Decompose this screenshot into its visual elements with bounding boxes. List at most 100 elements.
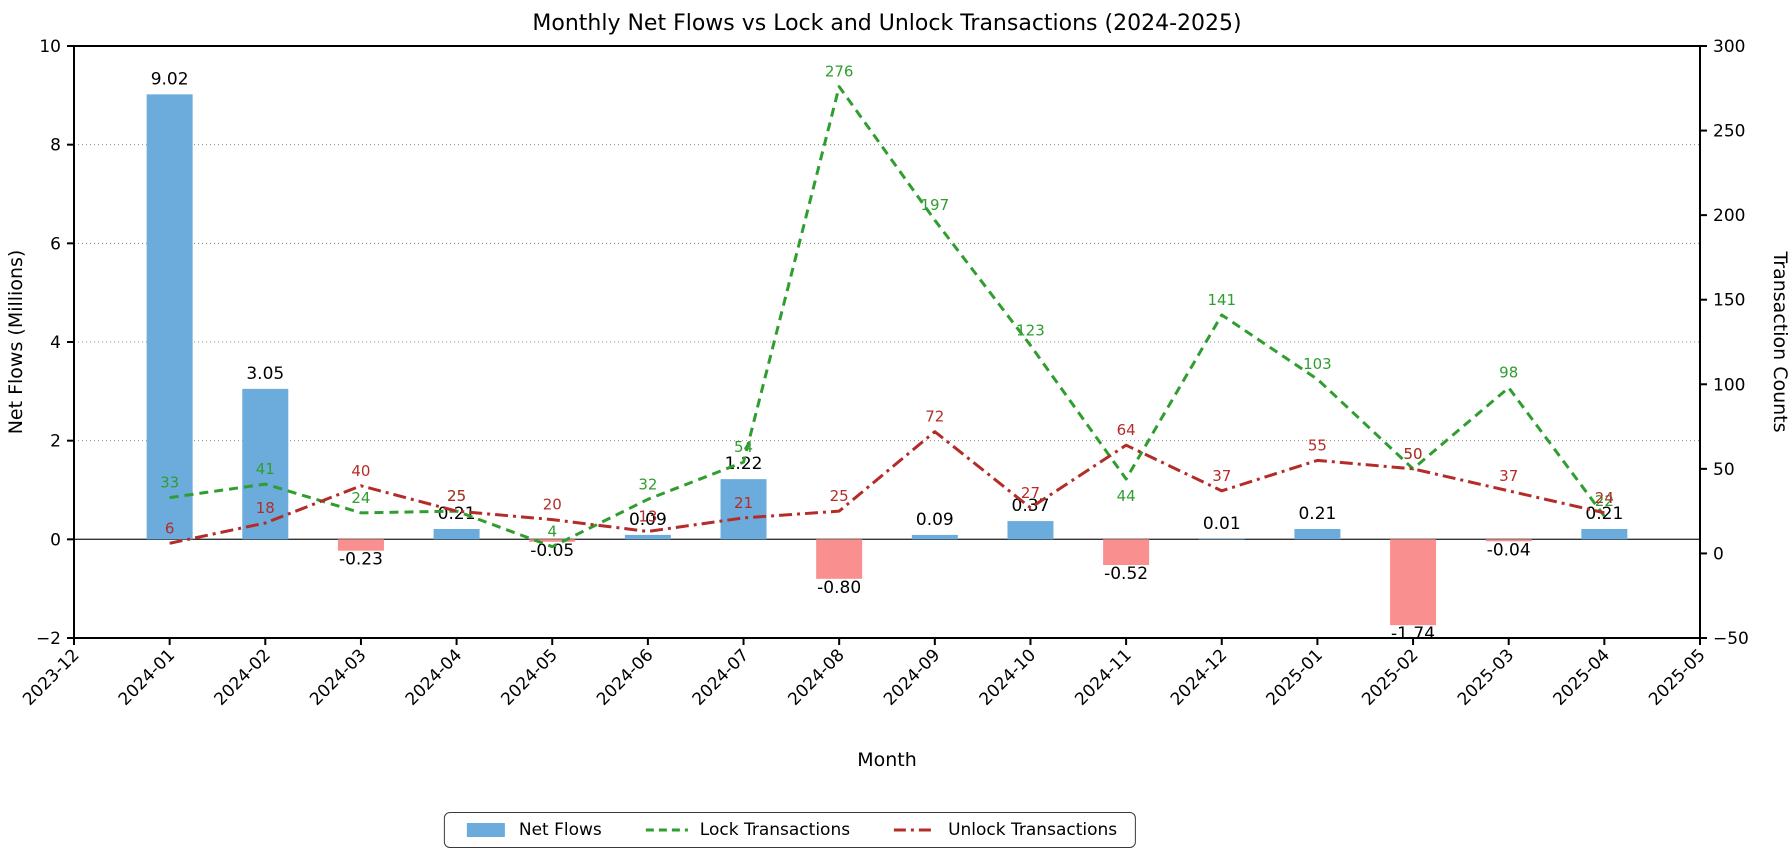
x-tick-label-2024-12: 2024-12 [1167, 645, 1231, 709]
bar-label-2024-06: 0.09 [629, 510, 667, 530]
y-right-tick-label-150: 150 [1713, 291, 1745, 311]
legend-label: Net Flows [518, 820, 602, 840]
y-right-axis-label: Transaction Counts [1769, 250, 1790, 432]
lock-label-2024-08: 276 [825, 63, 854, 81]
unlock-label-2024-07: 21 [734, 494, 753, 512]
bar-2024-01 [146, 94, 193, 540]
x-tick-label-2025-01: 2025-01 [1263, 645, 1327, 709]
unlock-label-2025-03: 37 [1499, 467, 1518, 485]
x-tick-label-2024-08: 2024-08 [784, 645, 848, 709]
bar-2025-03 [1485, 539, 1532, 542]
legend-item-0: Net Flows [463, 820, 602, 840]
legend-bar-swatch [466, 823, 505, 837]
lock-label-2024-03: 24 [351, 489, 370, 507]
x-tick-label-2023-12: 2023-12 [19, 645, 83, 709]
bar-label-2024-09: 0.09 [916, 510, 954, 530]
y-right-tick-label--50: −50 [1713, 629, 1749, 649]
unlock-label-2024-06: 13 [638, 507, 657, 525]
y-left-tick-label-2: 2 [50, 432, 61, 452]
x-tick-label-2025-02: 2025-02 [1358, 645, 1422, 709]
bar-2025-01 [1294, 528, 1341, 540]
bar-2025-04 [1581, 528, 1628, 540]
bar-2024-12 [1198, 538, 1245, 540]
lock-label-2024-09: 197 [921, 196, 950, 214]
bar-2024-07 [720, 479, 767, 540]
x-tick-label-2024-10: 2024-10 [976, 645, 1040, 709]
y-right-tick-label-0: 0 [1713, 544, 1724, 564]
bar-2024-03 [337, 539, 384, 551]
bar-label-2024-05: -0.05 [530, 541, 574, 561]
lock-label-2025-03: 98 [1499, 364, 1518, 382]
x-tick-label-2024-01: 2024-01 [115, 645, 179, 709]
y-left-tick-label--2: −2 [36, 629, 61, 649]
x-axis-label: Month [857, 749, 917, 771]
y-left-tick-label-8: 8 [50, 136, 61, 156]
y-left-tick-label-6: 6 [50, 234, 61, 254]
bar-2024-02 [242, 388, 289, 540]
y-right-tick-label-200: 200 [1713, 206, 1745, 226]
lock-label-2024-04: 25 [447, 487, 466, 505]
y-left-tick-label-0: 0 [50, 530, 61, 550]
lock-label-2024-05: 4 [547, 523, 557, 541]
bar-2024-09 [911, 534, 958, 540]
x-tick-label-2025-03: 2025-03 [1454, 645, 1518, 709]
bar-2024-04 [433, 528, 480, 540]
bar-label-2025-02: -1.74 [1391, 624, 1435, 644]
lock-label-2025-01: 103 [1303, 355, 1332, 373]
y-right-tick-label-250: 250 [1713, 122, 1745, 142]
x-tick-label-2024-05: 2024-05 [497, 645, 561, 709]
unlock-label-2024-03: 40 [351, 462, 370, 480]
lock-label-2024-10: 123 [1016, 321, 1045, 339]
bar-label-2024-04: 0.21 [438, 504, 476, 524]
x-tick-label-2024-02: 2024-02 [210, 645, 274, 709]
unlock-label-2024-02: 18 [256, 499, 275, 517]
bar-2024-08 [816, 539, 863, 579]
unlock-label-2025-04: 24 [1595, 489, 1614, 507]
lock-label-2024-02: 41 [256, 460, 275, 478]
legend-label: Unlock Transactions [948, 820, 1118, 840]
y-left-axis-label: Net Flows (Millions) [5, 250, 27, 435]
lock-label-2025-04: 22 [1595, 492, 1614, 510]
unlock-line [169, 430, 1605, 545]
unlock-label-2024-04: 25 [447, 487, 466, 505]
legend-swatch-bar-icon [466, 823, 505, 837]
x-tick-label-2024-03: 2024-03 [306, 645, 370, 709]
x-tick-label-2024-04: 2024-04 [402, 645, 466, 709]
unlock-label-2024-08: 25 [830, 487, 849, 505]
x-tick-label-2024-11: 2024-11 [1071, 645, 1135, 709]
plot-area: 9.02 3.05 -0.23 0.21 -0.05 0.09 1.22 -0.80 0.09 0… [19, 37, 1749, 710]
y-right-tick-label-300: 300 [1713, 37, 1745, 57]
bar-label-2024-02: 3.05 [246, 364, 284, 384]
y-right-tick-label-100: 100 [1713, 375, 1745, 395]
chart-title: Monthly Net Flows vs Lock and Unlock Tra… [532, 11, 1241, 36]
bar-label-2025-01: 0.21 [1298, 504, 1336, 524]
y-left-tick-label-4: 4 [50, 333, 61, 353]
x-tick-label-2025-04: 2025-04 [1550, 645, 1614, 709]
lock-label-2024-11: 44 [1117, 487, 1136, 505]
lock-label-2024-01: 33 [160, 474, 179, 492]
bar-2025-02 [1390, 539, 1437, 626]
legend-label: Lock Transactions [699, 820, 851, 840]
x-tick-label-2024-09: 2024-09 [880, 645, 944, 709]
bar-label-2024-03: -0.23 [339, 550, 383, 570]
legend-swatch-dashed-icon [645, 828, 688, 832]
bar-2024-06 [624, 534, 671, 540]
bar-label-2024-01: 9.02 [151, 69, 189, 89]
unlock-label-2024-12: 37 [1212, 467, 1231, 485]
legend-item-1: Lock Transactions [644, 820, 850, 840]
lock-label-2024-07: 54 [734, 438, 753, 456]
legend: Net Flows Lock Transactions Unlock Transac… [443, 812, 1137, 848]
bar-label-2025-03: -0.04 [1487, 540, 1531, 560]
x-tick-label-2025-05: 2025-05 [1645, 645, 1709, 709]
unlock-label-2024-01: 6 [165, 519, 175, 537]
bar-2024-11 [1103, 539, 1150, 565]
bar-label-2024-07: 1.22 [725, 454, 763, 474]
lock-label-2024-06: 32 [638, 475, 657, 493]
unlock-label-2024-05: 20 [543, 496, 562, 514]
unlock-label-2024-09: 72 [925, 408, 944, 426]
y-right-tick-label-50: 50 [1713, 460, 1735, 480]
bar-2024-05 [529, 539, 576, 542]
legend-swatch-dashdot-icon [894, 828, 937, 832]
